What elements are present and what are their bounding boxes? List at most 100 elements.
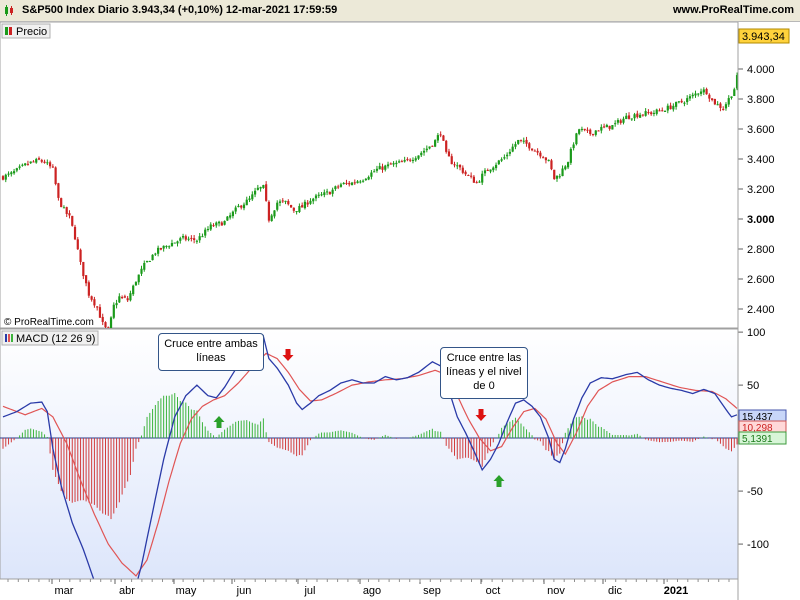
histogram-value: 5,1391 [742, 434, 773, 445]
candle-body [481, 173, 484, 183]
candle-body [345, 182, 348, 184]
x-axis-bar [0, 579, 800, 600]
candle-body [229, 215, 232, 218]
x-axis-tick-label: mar [55, 585, 74, 597]
candle-body [381, 166, 384, 170]
candle-body [303, 201, 307, 209]
candle-body [591, 133, 595, 135]
candle-body [633, 114, 636, 119]
candle-body [129, 293, 132, 301]
x-axis-tick-label: nov [547, 585, 565, 597]
candle-body [625, 115, 628, 120]
candle-body [134, 282, 138, 286]
candle-body [353, 182, 356, 184]
last-price-tag: 3.943,34 [738, 28, 790, 44]
candle-body [569, 148, 572, 163]
macd-panel[interactable] [0, 328, 739, 580]
candle-body [439, 134, 442, 136]
x-axis-tick-label: may [176, 585, 197, 597]
candle-body [486, 170, 489, 172]
candle-body [630, 118, 633, 120]
candle-body [730, 96, 733, 99]
candle-body [675, 101, 678, 107]
candle-body [295, 211, 298, 213]
candle-body [677, 101, 680, 103]
candle-body [43, 161, 46, 163]
candle-body [672, 105, 675, 110]
price-axis-tick-label: 2.400 [747, 304, 775, 316]
candle-body [392, 163, 395, 165]
macd-axis-tick-label: 50 [747, 380, 759, 392]
x-axis-tick-label: ago [363, 585, 381, 597]
macd-axis-tick-label: -100 [747, 539, 769, 551]
candle-body [702, 89, 705, 93]
candle-body [26, 163, 30, 165]
candle-body [76, 239, 79, 250]
candle-body [400, 161, 403, 163]
candle-body [478, 181, 481, 183]
candle-body [140, 268, 143, 274]
candle-body [206, 229, 210, 231]
candle-body [126, 298, 129, 301]
candle-body [691, 94, 694, 97]
x-axis-tick-label: abr [119, 585, 135, 597]
candle-body [378, 166, 381, 170]
candle-body [173, 242, 176, 244]
candle-body [179, 238, 182, 241]
candle-body [157, 247, 160, 254]
annotation-zero-cross-text: Cruce entre las líneas y el nivel de 0 [446, 352, 522, 392]
chart-area[interactable]: 2.400 2.600 2.800 3.000 3.200 3.400 3.600 3.800… [0, 22, 800, 600]
candle-body [611, 125, 614, 130]
candlestick-icon [5, 5, 13, 16]
candle-body [1, 176, 5, 180]
candle-body [503, 157, 506, 159]
candle-body [32, 161, 35, 163]
candle-body [226, 216, 229, 221]
candle-body [123, 296, 126, 298]
candle-body [414, 158, 417, 161]
candle-body [483, 170, 487, 174]
candle-body [154, 253, 157, 255]
candle-body [583, 128, 586, 131]
candle-body [447, 151, 451, 157]
candle-body [450, 156, 453, 165]
candle-body [24, 163, 27, 166]
candle-body [713, 99, 716, 105]
signal-value: 10,298 [742, 423, 773, 434]
candle-body [168, 246, 171, 248]
sell-arrow-icon [475, 409, 487, 421]
price-axis-tick-label: 4.000 [747, 64, 775, 76]
macd-legend[interactable]: MACD (12 26 9) [1, 330, 99, 346]
candle-body [614, 123, 617, 125]
candle-body [10, 172, 13, 175]
price-legend[interactable]: Precio [1, 23, 51, 39]
candle-body [517, 139, 520, 144]
annotation-crossover: Cruce entre ambas líneas [158, 333, 264, 371]
candle-body [694, 93, 697, 96]
candle-body [735, 75, 738, 89]
candle-body [115, 303, 118, 306]
candle-body [436, 135, 439, 141]
candle-body [519, 139, 523, 141]
candle-body [475, 182, 478, 184]
candle-body [204, 229, 207, 236]
candle-body [193, 238, 196, 241]
annotation-zero-cross: Cruce entre las líneas y el nivel de 0 [440, 347, 528, 399]
candle-body [619, 120, 622, 123]
x-axis-tick-label: jun [236, 585, 252, 597]
candle-body [605, 125, 608, 128]
candle-body [190, 237, 193, 239]
candle-body [464, 171, 467, 175]
candle-body [54, 167, 57, 185]
candle-body [359, 181, 362, 183]
candle-body [395, 162, 398, 165]
price-panel[interactable] [0, 22, 739, 329]
candle-body [101, 316, 104, 322]
candle-body [362, 180, 365, 182]
candle-body [195, 240, 198, 242]
candle-body [198, 236, 201, 241]
x-axis-tick-label: dic [608, 585, 623, 597]
candle-body [589, 129, 592, 135]
candle-body [550, 160, 553, 170]
candle-body [267, 201, 271, 221]
